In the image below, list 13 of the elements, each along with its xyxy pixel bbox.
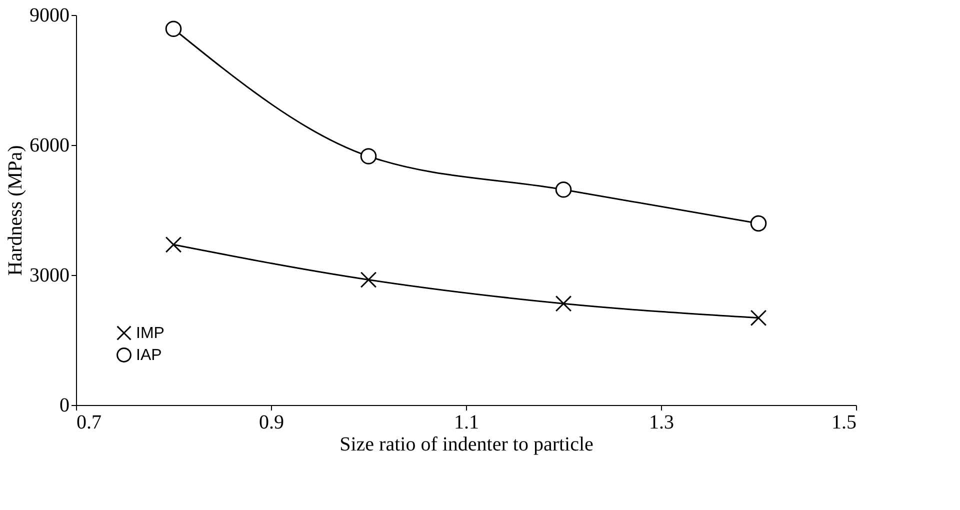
y-tick-label: 0	[60, 394, 70, 416]
x-tick-label: 1.5	[832, 412, 856, 434]
y-tick-label: 9000	[30, 4, 70, 26]
x-tick-label: 1.3	[649, 412, 674, 434]
x-tick-label: 0.7	[76, 412, 102, 434]
y-tick-label: 6000	[30, 134, 70, 156]
legend-label: IMP	[136, 325, 164, 342]
x-tick-label: 1.1	[454, 412, 479, 434]
x-axis-title: Size ratio of indenter to particle	[340, 434, 594, 456]
x-tick-label: 0.9	[259, 412, 284, 434]
legend-label: IAP	[136, 347, 162, 364]
y-axis-title: Hardness (MPa)	[4, 145, 26, 276]
y-tick-label: 3000	[30, 264, 70, 286]
